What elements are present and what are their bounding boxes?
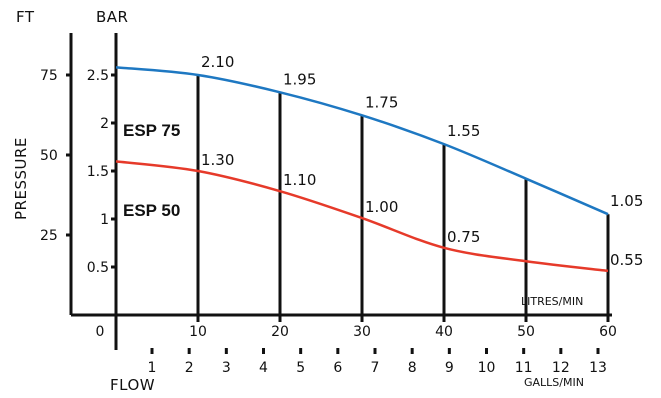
data-label: 0.75 [447,228,480,246]
x-tick-label: 60 [599,324,617,340]
data-label: 1.95 [283,70,316,88]
series-name-label: ESP 50 [123,201,180,220]
x2-ticks: 1 2 3 4 5 6 7 8 9 10 11 12 13 [148,348,607,376]
y-right-tick-label: 2.5 [87,68,109,84]
y-axis-title: PRESSURE [12,137,30,220]
series-lines: ESP 75 ESP 50 [115,66,609,273]
y-left-tick-label: 75 [40,68,58,84]
y-right-tick-label: 2 [100,116,109,132]
x2-tick-label: 7 [371,360,380,376]
x-tick-label: 30 [353,324,371,340]
data-labels: 2.10 1.95 1.75 1.55 1.05 1.30 1.10 1.00 0.75 0.55 [201,53,643,269]
x2-tick-label: 1 [148,360,157,376]
x2-tick-label: 6 [333,360,342,376]
x2-axis-unit-label: GALLS/MIN [524,376,584,389]
x-tick-label: 40 [435,324,453,340]
data-label: 1.30 [201,151,234,169]
y-right-ticks: 0.5 1 1.5 2 2.5 [87,68,116,276]
data-label: 1.05 [610,192,643,210]
x-axis-title: FLOW [110,376,155,394]
x-ticks: 0 10 20 30 40 50 60 [96,324,617,340]
x2-tick-label: 8 [408,360,417,376]
series-name-label: ESP 75 [123,121,180,140]
x-tick-label: 10 [189,324,207,340]
y-right-tick-label: 1.5 [87,164,109,180]
data-label: 1.10 [283,171,316,189]
y-right-tick-label: 0.5 [87,260,109,276]
x2-tick-label: 10 [478,360,496,376]
x2-tick-label: 11 [515,360,533,376]
data-label: 0.55 [610,251,643,269]
x2-tick-label: 9 [445,360,454,376]
data-label: 1.75 [365,93,398,111]
x2-tick-label: 4 [259,360,268,376]
x-tick-label: 20 [271,324,289,340]
y-left-tick-label: 25 [40,228,58,244]
data-label: 1.55 [447,122,480,140]
x-axis-unit-label: LITRES/MIN [521,295,583,308]
x2-tick-label: 5 [296,360,305,376]
drop-lines [196,75,610,322]
y-left-tick-label: 50 [40,148,58,164]
x-tick-label: 50 [517,324,535,340]
x-tick-label: 0 [96,324,105,340]
y-right-unit-label: BAR [96,8,128,26]
data-label: 1.00 [365,198,398,216]
y-right-tick-label: 1 [100,212,109,228]
x2-tick-label: 13 [589,360,607,376]
y-left-unit-label: FT [16,8,35,26]
series-line [115,66,609,216]
x2-tick-label: 12 [552,360,570,376]
x2-tick-label: 3 [222,360,231,376]
y-left-ticks: 25 50 75 [40,68,71,244]
x2-tick-label: 2 [185,360,194,376]
series-line [115,160,609,273]
data-label: 2.10 [201,53,234,71]
